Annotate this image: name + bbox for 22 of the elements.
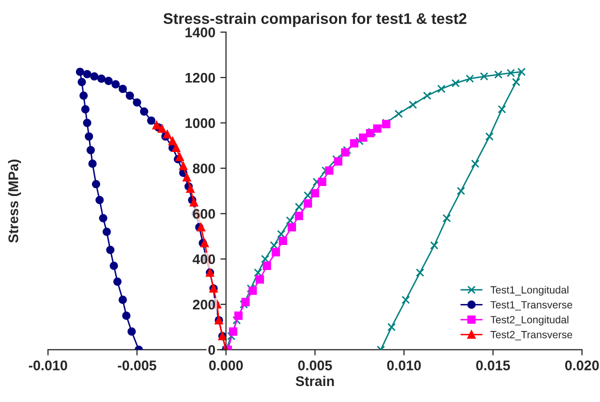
y-tick-label: 600 xyxy=(192,208,216,219)
x-tick-label: 0.010 xyxy=(387,360,421,370)
x-tick-label: 0.015 xyxy=(476,360,510,370)
x-tick-label: -0.005 xyxy=(118,360,156,370)
x-tick-label: 0.000 xyxy=(209,360,243,370)
legend-label: Test1_Longitudal xyxy=(490,286,568,296)
legend-label: Test1_Transverse xyxy=(490,301,572,310)
y-tick-label: 1000 xyxy=(186,118,216,128)
x-tick-label: -0.010 xyxy=(28,360,68,370)
y-tick-label: 1200 xyxy=(186,72,216,83)
y-tick-label: 200 xyxy=(192,300,216,310)
y-tick-label: 800 xyxy=(192,164,216,174)
x-axis-title: Strain xyxy=(296,376,334,386)
x-tick-label: 0.020 xyxy=(565,360,599,370)
y-tick-label: 400 xyxy=(192,254,216,264)
chart-title: Stress-strain comparison for test1 & test2 xyxy=(163,12,466,27)
y-axis-title: Stress (MPa) xyxy=(8,160,21,243)
y-tick-label: 1400 xyxy=(186,27,216,38)
x-tick-label: 0.005 xyxy=(298,360,332,370)
legend-label: Test2_Transverse xyxy=(490,330,572,340)
y-tick-label: 0 xyxy=(208,345,216,355)
legend-label: Test2_Longitudal xyxy=(490,316,568,326)
